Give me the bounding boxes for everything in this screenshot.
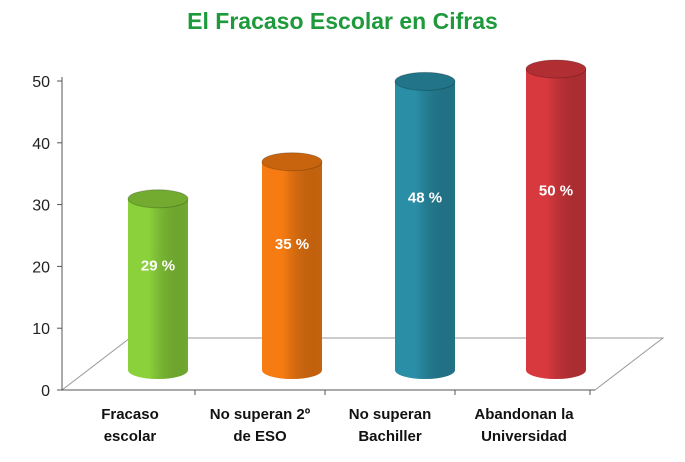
y-tick-label: 30: [32, 198, 50, 215]
bar: [525, 59, 587, 379]
x-category-label: Fracaso escolar: [101, 406, 159, 445]
bar-top: [394, 71, 456, 91]
bar: [261, 152, 323, 379]
data-label: 50 %: [539, 182, 573, 199]
bar: [394, 71, 456, 380]
chart-axes: 0 10 20 30 40 50: [32, 74, 595, 400]
y-tick-label: 20: [32, 259, 50, 276]
bar-top-shade: [526, 60, 586, 78]
y-tick-label: 50: [32, 74, 50, 91]
bar-shading: [395, 81, 455, 380]
bar-top: [525, 59, 587, 79]
chart-labels: 29 % 35 % 48 % 50 % Fracaso escolar No superan…: [101, 182, 574, 445]
data-label: 29 %: [141, 258, 175, 275]
bar: [127, 189, 189, 379]
bar-shading: [526, 69, 586, 379]
chart-bars: [127, 59, 587, 380]
bar-top-shade: [262, 152, 322, 171]
y-tick-label: 10: [32, 321, 50, 338]
x-category-label: No superan Bachiller: [349, 406, 432, 445]
x-category-label: No superan 2º de ESO: [210, 406, 311, 445]
bar-top: [261, 152, 323, 172]
y-tick-label: 0: [41, 383, 50, 400]
bar-shading: [262, 161, 322, 379]
chart-title: El Fracaso Escolar en Cifras: [187, 8, 498, 34]
data-label: 35 %: [275, 236, 309, 253]
data-label: 48 %: [408, 190, 442, 207]
bar-top-shade: [395, 72, 455, 91]
bar-top-shade: [128, 189, 188, 208]
y-tick-label: 40: [32, 136, 50, 153]
x-category-label: Abandonan la Universidad: [474, 406, 574, 445]
bar-shading: [128, 198, 188, 379]
bar-top: [127, 189, 189, 209]
